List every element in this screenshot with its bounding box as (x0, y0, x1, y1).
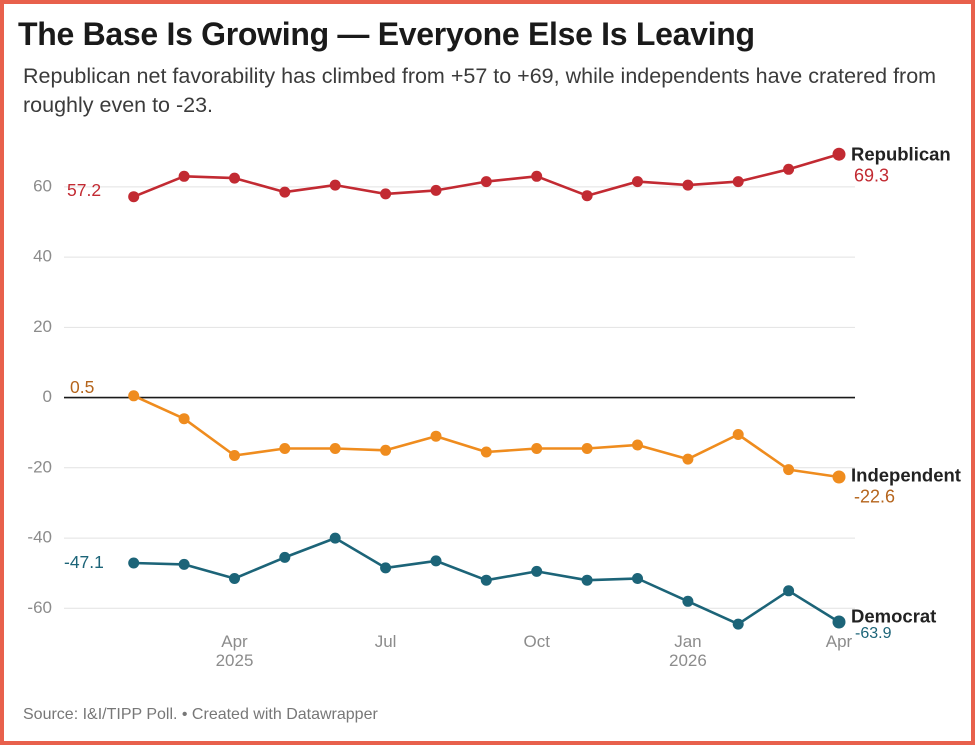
svg-text:-60: -60 (27, 598, 52, 617)
svg-text:Jul: Jul (375, 632, 397, 651)
svg-text:60: 60 (33, 177, 52, 196)
svg-text:Independent: Independent (851, 464, 961, 485)
svg-text:-47.1: -47.1 (64, 552, 104, 572)
svg-text:20: 20 (33, 317, 52, 336)
svg-text:-63.9: -63.9 (855, 625, 892, 642)
svg-text:Apr: Apr (221, 632, 248, 651)
svg-text:Republican: Republican (851, 144, 951, 165)
svg-text:57.2: 57.2 (67, 180, 101, 200)
svg-text:69.3: 69.3 (854, 166, 889, 186)
svg-text:2025: 2025 (216, 651, 254, 670)
svg-text:0: 0 (43, 387, 52, 406)
svg-text:Jan: Jan (674, 632, 701, 651)
svg-text:-20: -20 (27, 457, 52, 476)
svg-text:Apr: Apr (826, 632, 853, 651)
svg-text:0.5: 0.5 (70, 377, 94, 397)
svg-text:Oct: Oct (523, 632, 550, 651)
svg-text:2026: 2026 (669, 651, 707, 670)
svg-text:-40: -40 (27, 528, 52, 547)
svg-text:Democrat: Democrat (851, 605, 936, 626)
svg-text:40: 40 (33, 247, 52, 266)
svg-text:-22.6: -22.6 (854, 486, 895, 506)
